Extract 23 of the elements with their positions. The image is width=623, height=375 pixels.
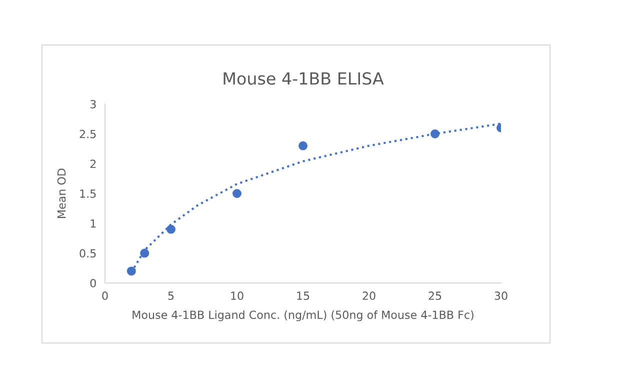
y-tick-label: 1 (90, 219, 96, 228)
x-tick-label: 5 (168, 292, 174, 300)
x-tick-label: 10 (231, 292, 244, 300)
x-tick-label: 25 (428, 292, 442, 300)
y-tick-label: 0.5 (80, 249, 96, 258)
chart-title: Mouse 4-1BB ELISA (224, 72, 384, 85)
y-tick-label: 0 (90, 278, 96, 288)
y-axis-title: Mean OD (57, 168, 66, 218)
y-tick-label: 2 (90, 160, 96, 168)
y-tick-label: 2.5 (80, 130, 96, 138)
x-tick-label: 0 (102, 292, 108, 300)
point (126, 266, 136, 276)
point (166, 224, 176, 234)
point (232, 189, 242, 198)
x-tick-label: 15 (297, 292, 310, 300)
point (140, 248, 150, 258)
point (298, 141, 308, 150)
point (430, 129, 440, 138)
x-tick-label: 20 (362, 292, 376, 300)
x-axis-title: Mouse 4-1BB Ligand Conc. (ng/mL) (50ng of Mouse 4-1BB Fc) (132, 310, 474, 322)
y-tick-label: 3 (90, 100, 96, 108)
x-tick-label: 30 (494, 292, 508, 300)
y-tick-label: 1.5 (80, 190, 96, 198)
